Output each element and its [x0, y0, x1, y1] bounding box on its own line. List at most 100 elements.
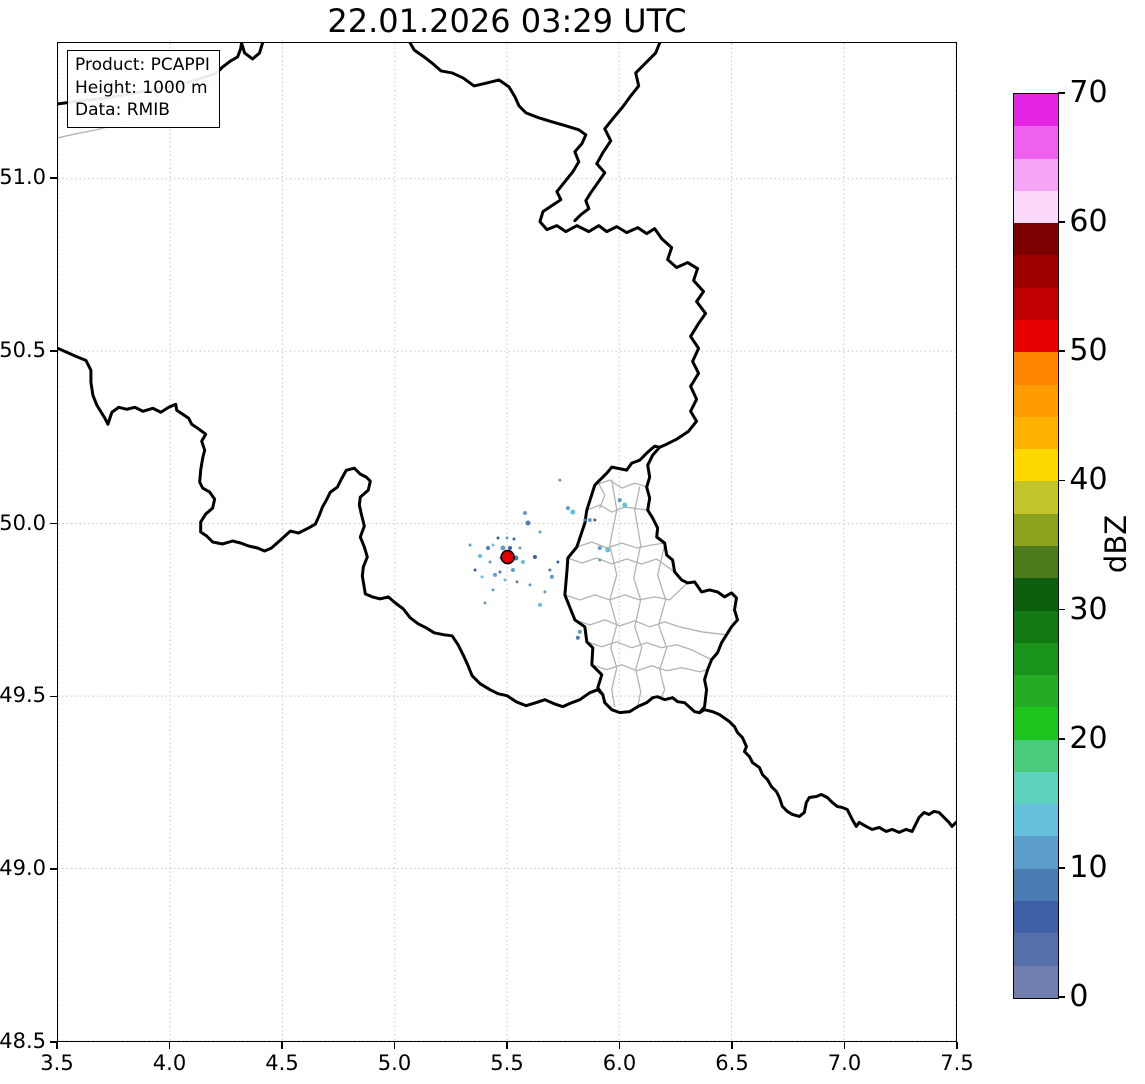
x-tick-label: 5.5: [490, 1051, 524, 1075]
radar-echo-dot: [575, 635, 580, 640]
x-tick-label: 5.0: [377, 1051, 412, 1075]
colorbar-segment: [1014, 255, 1058, 288]
colorbar-segment: [1014, 642, 1058, 676]
map-svg: [58, 43, 956, 1041]
region-border: [657, 544, 668, 698]
region-border: [594, 479, 649, 489]
region-border: [576, 541, 666, 549]
x-tick-label: 4.5: [265, 1051, 299, 1075]
radar-echo-dot: [493, 572, 498, 577]
radar-echo-dot: [558, 478, 562, 482]
figure-title: 22.01.2026 03:29 UTC: [327, 2, 687, 40]
radar-echo-dot: [605, 547, 611, 553]
colorbar-segment: [1014, 675, 1058, 708]
colorbar-tick: [1058, 92, 1066, 94]
radar-echo-dot: [593, 518, 597, 522]
radar-echo-dot: [570, 509, 576, 515]
region-border: [609, 479, 618, 708]
radar-echo-dot: [486, 545, 491, 550]
radar-echo-dot: [532, 554, 537, 559]
map-plot-area: Product: PCAPPI Height: 1000 m Data: RMI…: [57, 42, 957, 1042]
colorbar-segment: [1014, 190, 1058, 224]
y-tick-label: 49.0: [0, 856, 46, 881]
colorbar-unit-label: dBZ: [1099, 514, 1133, 574]
y-tick-label: 50.5: [0, 337, 46, 362]
colorbar-segment: [1014, 416, 1058, 450]
y-axis-tick: [50, 349, 57, 352]
x-axis-tick: [168, 1042, 171, 1049]
radar-echo-dot: [515, 580, 519, 584]
radar-echo-dot: [577, 629, 582, 634]
colorbar-segment: [1014, 158, 1058, 191]
colorbar-segment: [1014, 771, 1058, 805]
y-tick-label: 51.0: [0, 164, 46, 189]
info-product: Product: PCAPPI: [75, 55, 210, 75]
region-border: [564, 582, 689, 601]
colorbar-tick: [1058, 608, 1066, 611]
radar-echo-dot: [480, 575, 484, 579]
x-axis-tick: [731, 1042, 733, 1049]
region-border: [586, 504, 649, 513]
x-axis-tick: [618, 1042, 621, 1049]
colorbar-tick: [1058, 996, 1066, 998]
info-height: Height: 1000 m: [75, 77, 208, 98]
x-tick-label: 7.0: [827, 1051, 862, 1075]
y-tick-label: 49.5: [0, 683, 46, 708]
colorbar-segment: [1014, 545, 1058, 579]
x-axis-tick: [956, 1042, 958, 1049]
colorbar-segment: [1014, 836, 1058, 869]
colorbar-segment: [1014, 287, 1058, 320]
y-tick-label: 48.5: [0, 1029, 46, 1053]
colorbar-tick-label: 50: [1069, 333, 1108, 369]
y-axis-tick: [50, 1041, 57, 1043]
colorbar-tick-label: 0: [1069, 979, 1089, 1014]
colorbar-segment: [1014, 933, 1058, 966]
colorbar-segment: [1014, 94, 1058, 127]
radar-echo-dot: [510, 567, 515, 572]
radar-echo-dot: [491, 588, 495, 592]
x-tick-label: 6.5: [715, 1051, 749, 1075]
radar-echo-dot: [512, 537, 516, 541]
colorbar-segment: [1014, 384, 1058, 417]
colorbar-tick-label: 70: [1069, 75, 1108, 110]
x-axis-tick: [281, 1042, 283, 1049]
radar-echo-dot: [522, 511, 527, 516]
colorbar-tick: [1058, 479, 1066, 482]
radar-echo-dot: [583, 518, 587, 522]
radar-echo-dot: [525, 520, 531, 526]
colorbar-tick-label: 10: [1069, 849, 1108, 885]
radar-echo-dot: [548, 568, 552, 572]
y-axis-tick: [50, 695, 57, 698]
region-border: [633, 486, 643, 708]
radar-echo-dot: [622, 502, 628, 508]
radar-echo-dot: [483, 601, 487, 605]
radar-echo-dot: [520, 559, 525, 564]
radar-echo-dot: [537, 602, 542, 607]
colorbar-tick-label: 20: [1069, 720, 1108, 756]
x-tick-label: 6.0: [602, 1051, 637, 1075]
radar-echo-dot: [518, 546, 522, 550]
colorbar-tick: [1058, 350, 1066, 353]
x-tick-label: 3.5: [40, 1051, 74, 1075]
radar-echo-dot: [543, 590, 547, 594]
radar-echo-dot: [565, 506, 570, 511]
x-axis-tick: [843, 1042, 846, 1049]
region-border: [591, 664, 709, 673]
radar-echo-dot: [505, 536, 509, 540]
x-tick-label: 4.0: [152, 1051, 187, 1075]
region-border: [574, 619, 728, 636]
radar-echo-dot: [587, 518, 592, 523]
y-tick-label: 50.0: [0, 510, 46, 535]
radar-echo-dot: [496, 536, 500, 540]
radar-echo-dot: [538, 530, 542, 534]
region-border: [567, 557, 676, 573]
radar-echo-dot: [598, 558, 602, 562]
country-border: [408, 43, 708, 449]
colorbar-tick-label: 40: [1069, 462, 1108, 498]
radar-echo-dot: [507, 545, 512, 550]
colorbar-segment: [1014, 901, 1058, 934]
region-border: [597, 481, 606, 509]
info-data-source: Data: RMIB: [75, 100, 170, 121]
y-axis-tick: [50, 177, 57, 179]
